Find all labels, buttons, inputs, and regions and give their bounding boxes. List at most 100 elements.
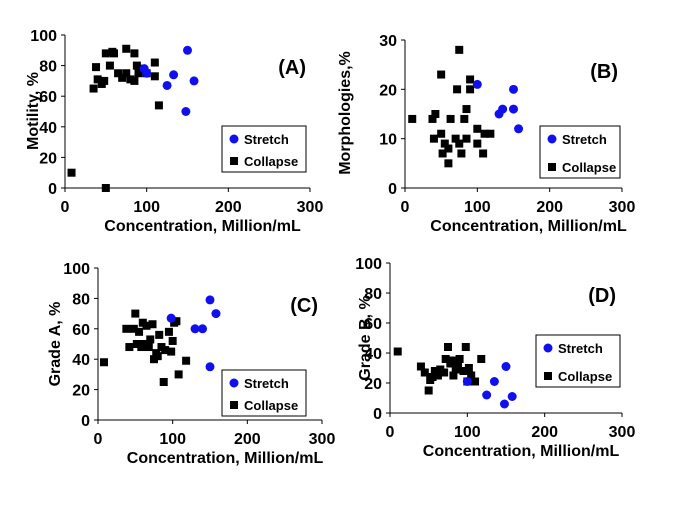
y-tick-label: 0	[373, 406, 382, 423]
data-point-collapse	[455, 139, 464, 148]
data-point-collapse	[460, 114, 469, 123]
y-tick-label: 100	[355, 256, 382, 273]
data-point-collapse	[479, 149, 488, 158]
data-point-collapse	[122, 44, 131, 53]
data-point-collapse	[101, 49, 110, 58]
data-point-collapse	[93, 75, 102, 84]
y-tick-label: 60	[72, 322, 90, 339]
data-point-collapse	[431, 110, 440, 118]
data-point-collapse	[464, 364, 473, 372]
data-point-collapse	[420, 368, 429, 377]
data-point-collapse	[393, 347, 402, 356]
data-point-collapse	[444, 159, 453, 168]
y-tick-label: 0	[48, 181, 57, 198]
data-point-collapse	[440, 368, 449, 377]
y-tick-label: 60	[364, 316, 382, 333]
data-point-collapse	[135, 327, 144, 336]
data-point-collapse	[441, 355, 450, 363]
data-point-collapse	[467, 371, 476, 380]
y-tick-label: 30	[379, 33, 397, 50]
data-point-collapse	[148, 320, 157, 329]
data-point-collapse	[153, 352, 162, 361]
data-point-collapse	[126, 75, 135, 84]
y-axis-title: Grade B, %	[357, 295, 374, 380]
legend-marker-stretch	[229, 378, 239, 388]
data-point-collapse	[428, 373, 437, 381]
data-point-collapse	[161, 346, 170, 355]
data-point-collapse	[130, 49, 139, 58]
x-tick-label: 0	[94, 431, 103, 448]
y-tick-label: 40	[39, 120, 57, 137]
x-tick-label: 100	[159, 431, 186, 448]
legend-marker-stretch	[229, 134, 239, 144]
data-point-collapse	[437, 129, 446, 138]
legend-marker-collapse	[230, 401, 238, 409]
data-point-collapse	[473, 139, 482, 148]
data-point-collapse	[466, 85, 475, 94]
y-tick-label: 60	[39, 89, 57, 106]
data-point-stretch	[472, 79, 482, 89]
data-point-collapse	[150, 58, 159, 67]
data-point-stretch	[169, 70, 179, 80]
series-collapse	[67, 44, 163, 192]
data-point-collapse	[125, 343, 134, 352]
data-point-collapse	[118, 73, 127, 82]
legend-marker-collapse	[548, 163, 556, 171]
y-axis-title: Morphologies,%	[337, 51, 354, 175]
legend: Stretch Collapse	[221, 369, 307, 417]
data-point-collapse	[461, 343, 470, 351]
data-point-stretch	[509, 84, 518, 94]
legend-label-collapse: Collapse	[244, 154, 298, 169]
y-tick-label: 80	[364, 286, 382, 303]
legend-label-collapse: Collapse	[244, 398, 298, 413]
y-tick-label: 0	[388, 181, 397, 198]
x-axis-title: Concentration, Million/mL	[423, 443, 620, 460]
data-point-collapse	[429, 134, 438, 143]
data-point-collapse	[168, 336, 177, 345]
data-point-collapse	[428, 114, 437, 123]
data-point-collapse	[473, 124, 482, 133]
data-point-collapse	[451, 134, 460, 143]
data-point-collapse	[433, 371, 442, 380]
panel-4: 0 20 40 60 80 100 0 100 200 300 Concentration, Mil…	[355, 256, 635, 460]
data-point-stretch	[482, 390, 492, 400]
data-point-collapse	[114, 69, 123, 78]
data-point-collapse	[446, 114, 455, 123]
series-stretch	[462, 362, 517, 409]
legend-marker-collapse	[544, 372, 552, 380]
data-point-collapse	[430, 367, 439, 375]
data-point-collapse	[471, 377, 480, 386]
data-point-collapse	[142, 321, 151, 330]
data-point-collapse	[99, 358, 108, 367]
data-point-collapse	[444, 343, 452, 351]
data-point-collapse	[462, 134, 471, 143]
data-point-collapse	[454, 361, 463, 369]
legend-label-stretch: Stretch	[244, 132, 289, 147]
data-point-collapse	[101, 184, 110, 192]
data-point-collapse	[154, 101, 163, 110]
data-point-collapse	[449, 371, 458, 380]
y-tick-label: 100	[30, 28, 57, 45]
y-tick-label: 100	[63, 261, 90, 278]
x-axis-title: Concentration, Million/mL	[127, 450, 324, 467]
data-point-collapse	[105, 61, 114, 70]
legend-marker-collapse	[230, 157, 238, 165]
data-point-collapse	[92, 63, 101, 72]
y-axis-title: Grade A, %	[47, 302, 64, 387]
data-point-collapse	[159, 378, 168, 386]
data-point-collapse	[466, 75, 475, 84]
panel-label: (B)	[590, 61, 618, 83]
data-point-stretch	[142, 68, 152, 78]
data-point-collapse	[172, 317, 181, 326]
x-tick-label: 0	[401, 199, 410, 216]
legend-label-collapse: Collapse	[562, 160, 616, 175]
data-point-stretch	[183, 45, 192, 55]
panel-label: (C)	[290, 295, 318, 317]
data-point-stretch	[166, 313, 176, 323]
x-tick-label: 200	[234, 431, 261, 448]
data-point-collapse	[89, 84, 98, 93]
data-point-collapse	[132, 61, 141, 70]
x-tick-label: 300	[609, 199, 636, 216]
data-point-collapse	[451, 365, 460, 374]
